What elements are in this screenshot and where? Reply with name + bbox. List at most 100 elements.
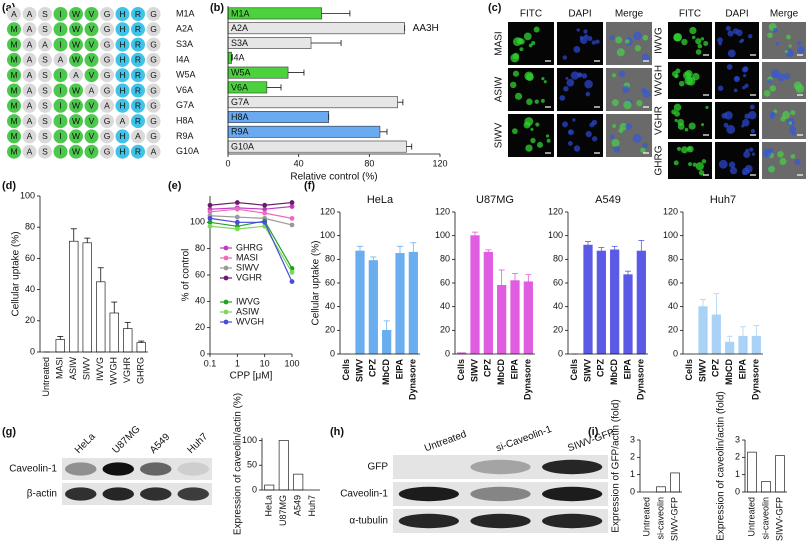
lane-label: HeLa bbox=[73, 431, 98, 456]
cell bbox=[697, 43, 703, 49]
y-tick-label: 100 bbox=[190, 217, 205, 227]
cell bbox=[612, 124, 617, 128]
y-tick-label: 80 bbox=[195, 243, 205, 253]
point bbox=[234, 206, 240, 212]
bar bbox=[136, 342, 146, 353]
x-tick-label: EIPA bbox=[509, 359, 519, 380]
residue-circle bbox=[22, 83, 37, 98]
legend-label: MASI bbox=[236, 252, 258, 262]
residue-circle bbox=[84, 22, 99, 37]
band bbox=[140, 462, 172, 476]
band bbox=[140, 487, 172, 501]
residue: W bbox=[72, 55, 80, 65]
band bbox=[470, 459, 531, 475]
residue-circle bbox=[38, 37, 52, 52]
y-tick-label: 60 bbox=[195, 269, 205, 279]
y-tick-label: 100 bbox=[242, 435, 257, 445]
cell bbox=[767, 78, 773, 84]
cell bbox=[742, 171, 746, 175]
residue-circle bbox=[131, 52, 145, 67]
residue-circle bbox=[146, 98, 161, 113]
residue: V bbox=[89, 55, 95, 65]
bar bbox=[497, 285, 507, 355]
cell bbox=[794, 158, 801, 166]
bar bbox=[656, 486, 666, 493]
residue: G bbox=[150, 131, 157, 141]
bar bbox=[670, 472, 680, 493]
residue-circle bbox=[146, 22, 161, 37]
bar bbox=[523, 281, 533, 355]
y-axis-label: Expression of GFP/actin (fold) bbox=[611, 399, 622, 532]
residue-circle bbox=[38, 98, 52, 113]
cell bbox=[573, 145, 581, 152]
residue-circle bbox=[22, 7, 37, 21]
annotation: AA3H bbox=[413, 23, 439, 34]
point bbox=[262, 210, 268, 216]
residue-circle bbox=[7, 144, 21, 159]
point bbox=[234, 219, 240, 225]
residue-circle bbox=[115, 7, 130, 21]
cell bbox=[695, 49, 702, 55]
cell bbox=[684, 69, 693, 78]
cell bbox=[717, 37, 723, 44]
residue-circle bbox=[69, 98, 83, 113]
cell bbox=[512, 70, 520, 77]
residue-circle bbox=[84, 68, 99, 83]
residue: W bbox=[72, 101, 80, 111]
bar bbox=[698, 306, 708, 355]
residue: R bbox=[135, 39, 141, 49]
residue-circle bbox=[146, 52, 161, 67]
residue: H bbox=[119, 39, 125, 49]
cell bbox=[615, 36, 623, 44]
cell bbox=[591, 136, 598, 142]
residue-circle bbox=[146, 83, 161, 98]
residue-circle bbox=[146, 144, 161, 159]
channel-header: DAPI bbox=[568, 9, 591, 20]
chart-title: U87MG bbox=[476, 194, 514, 206]
cell bbox=[717, 85, 724, 92]
x-tick-label: si-caveolin bbox=[655, 497, 665, 540]
cell bbox=[736, 29, 743, 37]
residue: M bbox=[10, 146, 17, 156]
y-tick-label: 120 bbox=[435, 206, 450, 216]
residue-circle bbox=[69, 7, 83, 21]
x-tick-label: CPZ bbox=[368, 358, 378, 377]
cell bbox=[528, 43, 533, 48]
residue: H bbox=[119, 85, 125, 95]
residue: H bbox=[119, 146, 125, 156]
residue-circle bbox=[84, 83, 99, 98]
residue-circle bbox=[84, 52, 99, 67]
x-tick-label: Untreated bbox=[746, 497, 756, 537]
cell bbox=[749, 147, 754, 152]
x-tick-label: MbCD bbox=[609, 359, 619, 385]
cell bbox=[632, 134, 642, 143]
band bbox=[398, 486, 459, 502]
residue: G bbox=[104, 24, 111, 34]
cell bbox=[673, 103, 682, 112]
y-tick-label: 1 bbox=[735, 469, 740, 479]
cell bbox=[623, 100, 632, 110]
residue: I bbox=[59, 85, 61, 95]
point bbox=[289, 269, 295, 275]
residue-circle bbox=[100, 144, 114, 159]
y-tick-label: 20 bbox=[325, 325, 335, 335]
residue: V bbox=[89, 101, 95, 111]
panel-label: (h) bbox=[330, 426, 344, 438]
category-label: A2A bbox=[231, 23, 248, 33]
residue: I bbox=[59, 131, 61, 141]
cell bbox=[718, 159, 728, 169]
x-tick-label: Cells bbox=[456, 359, 466, 381]
cell bbox=[581, 73, 588, 79]
legend-marker bbox=[223, 299, 229, 305]
y-axis-label: Expression of caveolin/actin (fold) bbox=[716, 391, 727, 541]
bar bbox=[711, 314, 721, 355]
row-label: MASI bbox=[494, 31, 505, 55]
cell bbox=[675, 74, 679, 78]
residue: A bbox=[120, 116, 126, 126]
residue-circle bbox=[115, 22, 130, 37]
residue: M bbox=[10, 131, 17, 141]
cell bbox=[642, 34, 649, 41]
variant-label: A2A bbox=[176, 24, 193, 34]
residue: S bbox=[42, 9, 48, 19]
residue: G bbox=[104, 70, 111, 80]
